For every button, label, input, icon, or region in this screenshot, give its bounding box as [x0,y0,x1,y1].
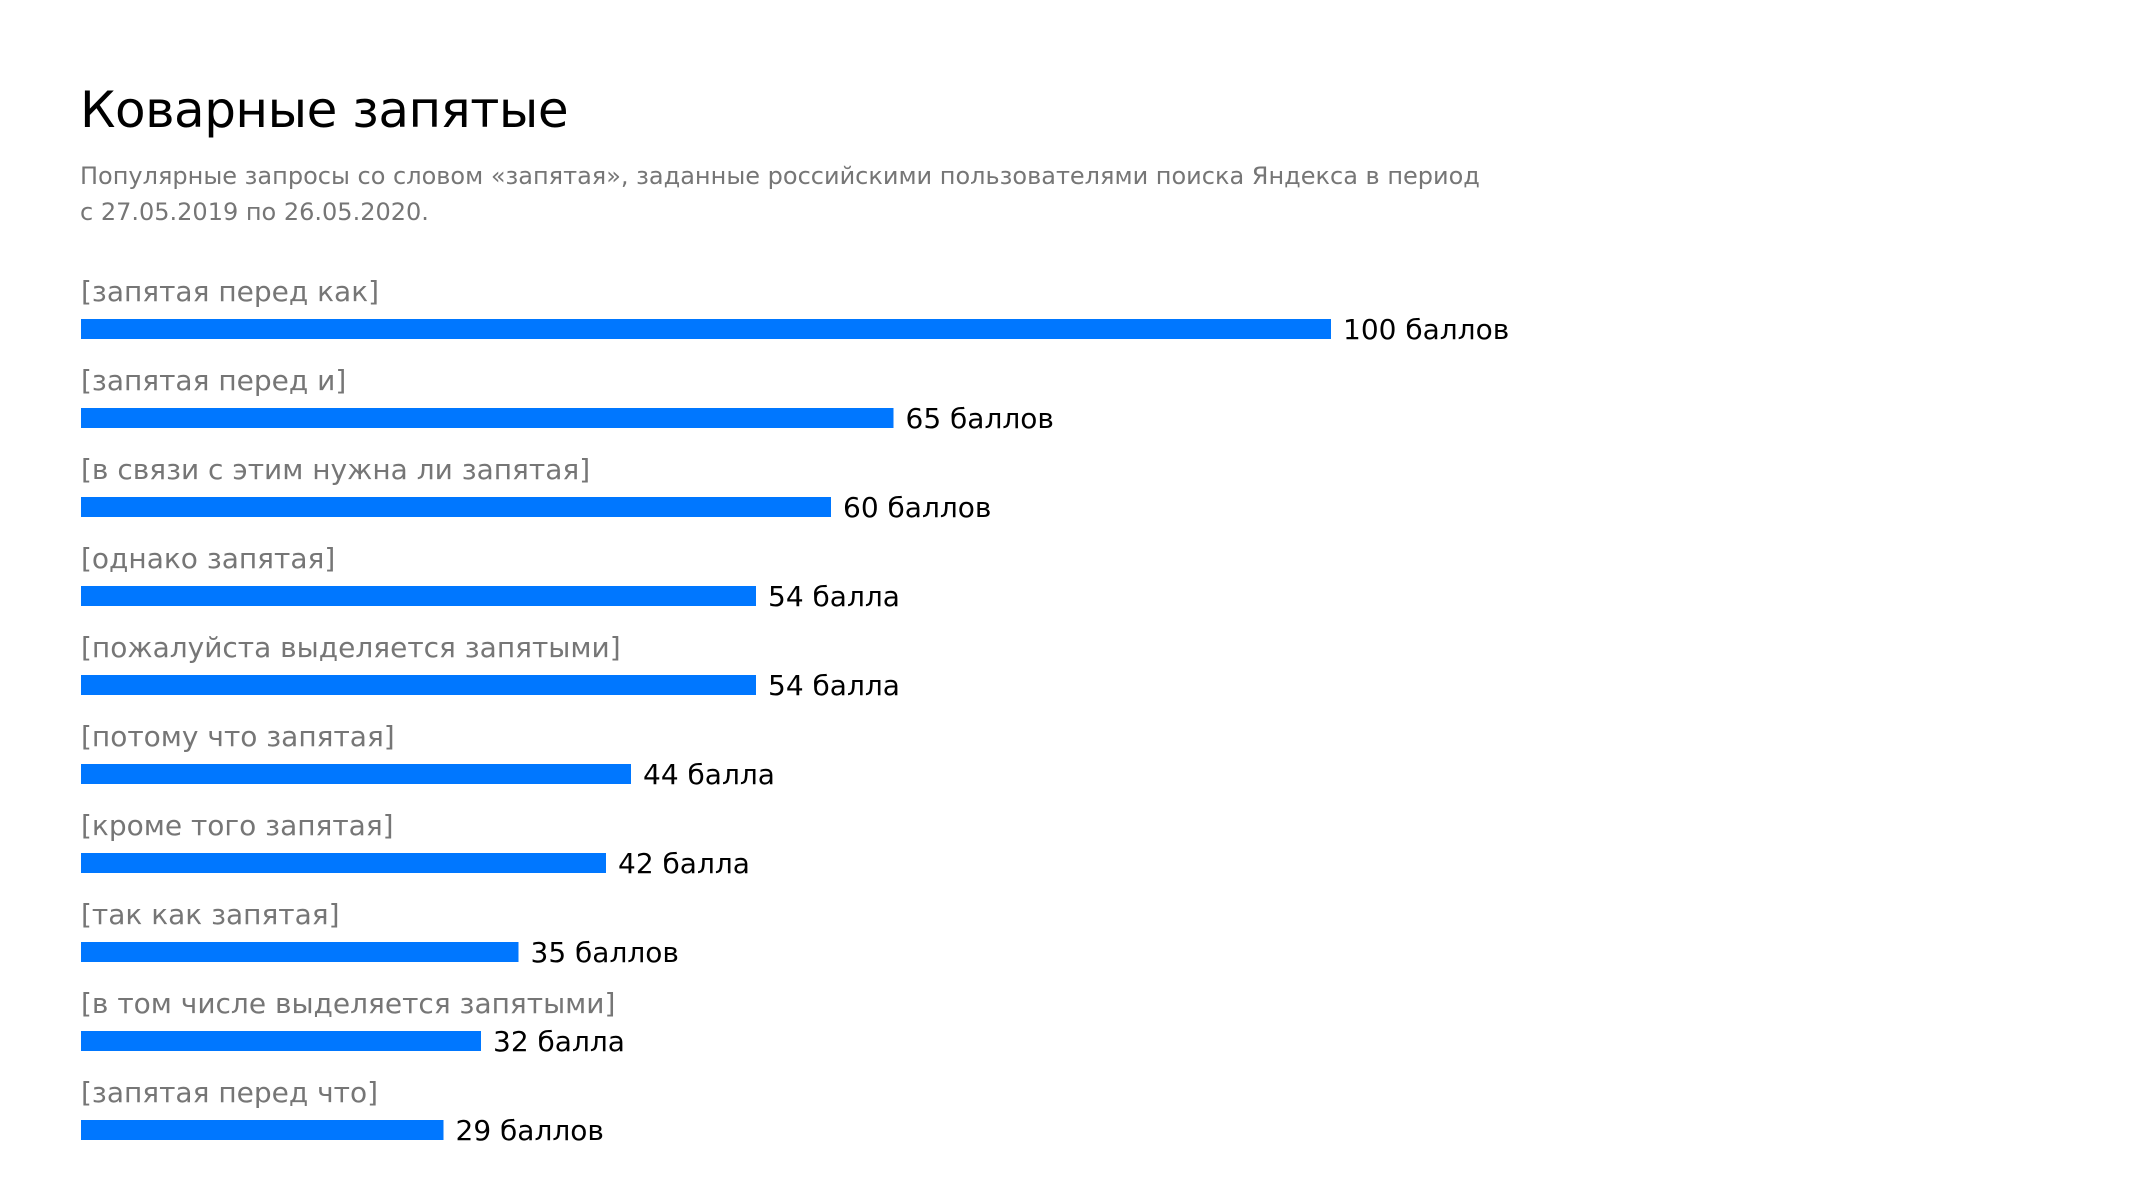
bar [81,942,519,962]
bar [81,408,894,428]
value-label: 32 балла [493,1025,625,1058]
value-label: 100 баллов [1343,313,1509,346]
category-label: [в том числе выделяется запятыми] [81,987,615,1020]
bar [81,853,606,873]
value-label: 60 баллов [843,491,991,524]
category-label: [однако запятая] [81,542,335,575]
value-label: 44 балла [643,758,775,791]
bar-row: [однако запятая] 54 балла [81,542,900,613]
value-label: 65 баллов [906,402,1054,435]
category-label: [запятая перед что] [81,1076,378,1109]
category-label: [запятая перед и] [81,364,346,397]
bar [81,586,756,606]
bar [81,1031,481,1051]
value-label: 54 балла [768,580,900,613]
bar-row: [так как запятая] 35 баллов [81,898,679,969]
bar-row: [потому что запятая] 44 балла [81,720,775,791]
bar-row: [пожалуйста выделяется запятыми] 54 балла [81,631,900,702]
bar-row: [запятая перед как] 100 баллов [81,275,1509,346]
subtitle-line-1: Популярные запросы со словом «запятая», … [80,162,1480,190]
bar [81,319,1331,339]
bar [81,764,631,784]
bar-row: [запятая перед что] 29 баллов [81,1076,604,1147]
bar-row: [в том числе выделяется запятыми] 32 балл… [81,987,625,1058]
value-label: 54 балла [768,669,900,702]
bar-row: [кроме того запятая] 42 балла [81,809,750,880]
subtitle-line-2: с 27.05.2019 по 26.05.2020. [80,198,429,226]
category-label: [в связи с этим нужна ли запятая] [81,453,590,486]
category-label: [так как запятая] [81,898,340,931]
category-label: [пожалуйста выделяется запятыми] [81,631,621,664]
value-label: 35 баллов [531,936,679,969]
bar [81,497,831,517]
category-label: [кроме того запятая] [81,809,394,842]
bar-row: [в связи с этим нужна ли запятая] 60 балл… [81,453,991,524]
page-subtitle: Популярные запросы со словом «запятая», … [80,158,1480,230]
category-label: [потому что запятая] [81,720,395,753]
bar-row: [запятая перед и] 65 баллов [81,364,1054,435]
bar [81,675,756,695]
value-label: 29 баллов [456,1114,604,1147]
value-label: 42 балла [618,847,750,880]
category-label: [запятая перед как] [81,275,379,308]
bar [81,1120,444,1140]
page-title: Коварные запятые [80,81,569,139]
